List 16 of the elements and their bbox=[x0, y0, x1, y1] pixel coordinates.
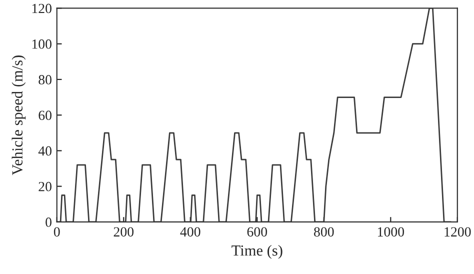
y-tick-label: 0 bbox=[46, 218, 52, 227]
x-tick-label: 800 bbox=[314, 227, 334, 237]
x-tick-label: 1000 bbox=[378, 227, 404, 237]
y-tick-label: 120 bbox=[32, 4, 52, 14]
y-tick-label: 100 bbox=[32, 39, 52, 49]
y-tick-label: 80 bbox=[38, 75, 52, 84]
x-tick-label: 1200 bbox=[444, 227, 471, 237]
x-tick-label: 400 bbox=[180, 227, 200, 237]
y-tick-label: 60 bbox=[38, 110, 52, 120]
y-tick-label: 40 bbox=[38, 146, 52, 156]
x-axis-title: Time (s) bbox=[232, 244, 282, 259]
x-tick-label: 600 bbox=[247, 227, 268, 237]
y-axis-title: Vehicle speed (m/s) bbox=[12, 56, 26, 176]
y-tick-label: 20 bbox=[38, 182, 52, 192]
x-tick-label: 0 bbox=[54, 227, 60, 237]
x-tick-label: 200 bbox=[114, 227, 134, 237]
